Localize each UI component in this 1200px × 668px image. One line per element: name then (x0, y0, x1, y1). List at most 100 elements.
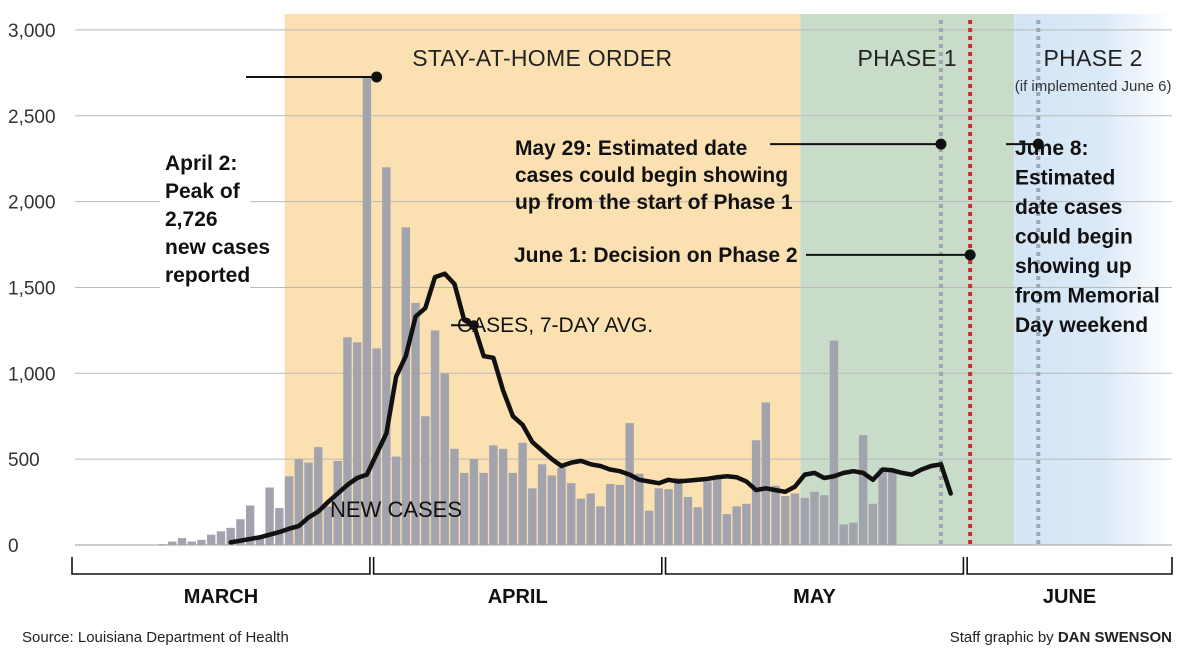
labels: STAY-AT-HOME ORDER PHASE 1 PHASE 2 (if impl… (8, 21, 1172, 557)
annotation-line: June 8: (1015, 137, 1089, 160)
bar (712, 477, 722, 545)
x-axis: MARCH APRIL MAY JUNE (71, 557, 1173, 608)
bar (537, 464, 547, 545)
month-label: JUNE (1043, 586, 1096, 608)
bar (625, 423, 634, 545)
bar (878, 467, 887, 545)
bar (888, 471, 897, 545)
bar (576, 498, 586, 545)
bar (469, 459, 479, 545)
avg-line (228, 271, 953, 545)
bar (820, 495, 829, 545)
annotation-line: could begin (1015, 226, 1133, 249)
phase-label: PHASE 1 (858, 45, 957, 71)
chart-svg: STAY-AT-HOME ORDER PHASE 1 PHASE 2 (if impl… (8, 14, 1173, 608)
bar (683, 496, 693, 545)
month-bracket (664, 557, 965, 575)
credit: Staff graphic by DAN SWENSON (950, 629, 1172, 646)
annotation-bg (160, 152, 250, 292)
bar (207, 534, 216, 545)
bar (421, 416, 430, 545)
bar (528, 488, 537, 545)
month-label: APRIL (488, 586, 548, 608)
average-line-layer (228, 271, 953, 545)
annotation-line: new cases (165, 236, 270, 259)
y-tick-label: 3,000 (8, 21, 56, 42)
bar (382, 167, 391, 545)
annotation-line: cases could begin showing (515, 164, 788, 187)
bar (596, 506, 605, 545)
bar (674, 478, 683, 545)
bar (615, 484, 625, 545)
bar (644, 510, 654, 545)
bar (810, 491, 819, 545)
bar (761, 402, 771, 545)
bar (352, 342, 362, 545)
y-tick-label: 2,500 (8, 107, 56, 128)
bar (362, 76, 372, 545)
y-tick-label: 500 (8, 450, 40, 471)
bar (781, 496, 790, 545)
bar (849, 522, 858, 545)
y-tick-label: 0 (8, 536, 19, 557)
bar (158, 544, 167, 545)
avg-label: CASES, 7-DAY AVG. (457, 314, 653, 337)
source-note: Source: Louisiana Department of Health (22, 629, 289, 646)
annotation-line: from Memorial (1015, 285, 1160, 308)
bar (304, 462, 313, 545)
annotation-line: up from the start of Phase 1 (515, 191, 793, 214)
bar (732, 506, 741, 545)
month-bracket (966, 557, 1173, 575)
annotation-line: May 29: Estimated date (515, 137, 747, 160)
month-label: MARCH (184, 586, 258, 608)
bar (800, 497, 809, 545)
bar (742, 503, 751, 545)
phase-label: STAY-AT-HOME ORDER (412, 45, 672, 71)
annotation-line: date cases (1015, 196, 1122, 219)
credit-name: DAN SWENSON (1057, 629, 1172, 646)
bar (187, 541, 196, 545)
bar (489, 445, 498, 545)
credit-prefix: Staff graphic by (949, 629, 1054, 646)
bar (391, 456, 401, 545)
bar (839, 524, 848, 545)
bar (177, 538, 187, 545)
bar (547, 475, 556, 545)
y-tick-label: 1,000 (8, 364, 56, 385)
annotation-line: Estimated (1015, 167, 1115, 190)
bar (498, 448, 508, 545)
bar (168, 541, 177, 545)
gridlines (75, 29, 1172, 546)
bar (245, 505, 255, 545)
bar (722, 514, 732, 545)
bar (605, 484, 615, 545)
annotation-line: June 1: Decision on Phase 2 (514, 244, 798, 267)
annotation-line: Peak of (165, 180, 241, 203)
bar (771, 485, 780, 545)
y-tick-label: 1,500 (8, 278, 56, 299)
bar (518, 442, 527, 545)
bar (430, 330, 440, 545)
phase-label: PHASE 2 (1044, 45, 1143, 71)
bar (868, 503, 878, 545)
bar (284, 476, 294, 545)
bar (664, 489, 673, 545)
bar (294, 459, 303, 545)
phase-sublabel: (if implemented June 6) (1015, 78, 1172, 95)
bar (790, 493, 800, 545)
bar (508, 472, 518, 545)
bar (226, 527, 235, 545)
phase-band (1014, 14, 1172, 545)
bar (858, 435, 868, 545)
bar (829, 340, 839, 545)
bar (440, 373, 449, 545)
bar (314, 447, 323, 545)
month-bracket (71, 557, 371, 575)
bar (323, 506, 333, 545)
bar (401, 227, 411, 546)
annotation-line: Day weekend (1015, 314, 1148, 337)
bar (450, 448, 459, 545)
bar (557, 467, 566, 545)
bar (343, 337, 352, 545)
annotation-line: April 2: (165, 152, 237, 175)
